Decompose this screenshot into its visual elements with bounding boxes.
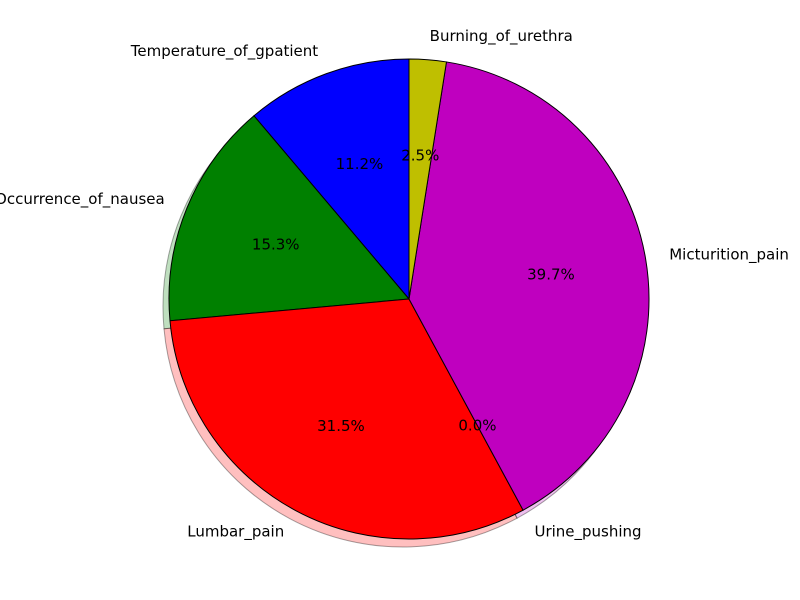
slice-percent-1: 11.2% [336,155,384,173]
slice-label-4: Urine_pushing [534,522,641,541]
slice-label-5: Micturition_pain [669,246,789,265]
pie-slice-5 [408,61,650,511]
slice-label-6: Burning_of_urethra [430,27,573,46]
slice-percent-3: 31.5% [317,417,365,435]
slice-percent-6: 2.5% [401,146,439,164]
slice-label-3: Lumbar_pain [187,523,284,542]
slice-label-1: Temperature_of_gpatient [130,42,318,61]
slice-percent-2: 15.3% [252,235,300,253]
slice-label-2: Occurrence_of_nausea [0,190,165,209]
slice-percent-4: 0.0% [458,417,496,435]
pie-slice-1 [253,58,410,301]
pie-slice-2 [168,115,411,322]
pie-labels: Temperature_of_gpatient 11.2% Occurrence_o… [0,27,789,542]
pie-slices [168,58,650,540]
pie-slice-3 [169,298,524,540]
pie-slice-6 [408,58,448,300]
slice-percent-5: 39.7% [527,266,575,284]
